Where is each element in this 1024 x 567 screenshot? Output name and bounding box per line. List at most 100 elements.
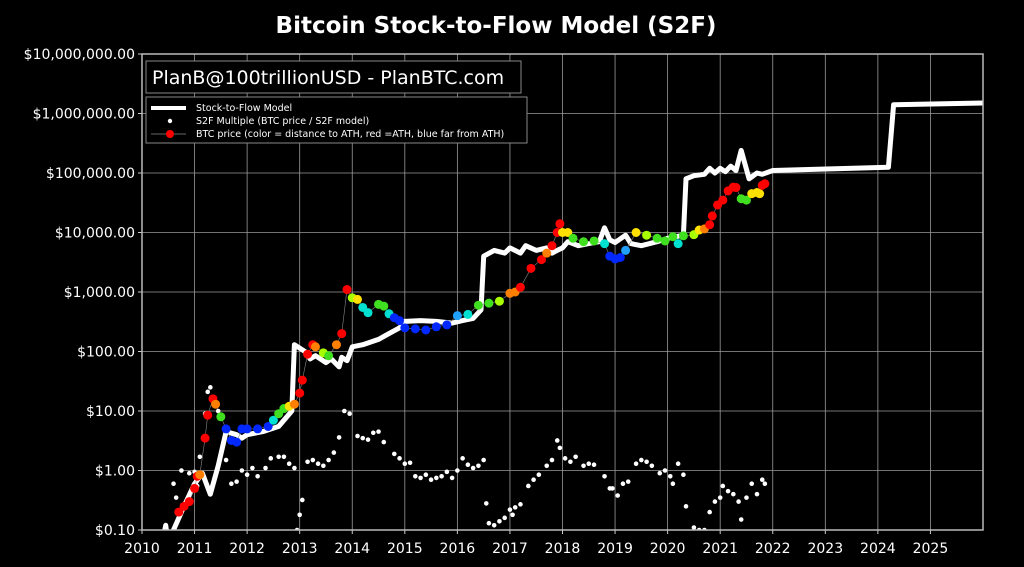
btc-price-point	[515, 282, 525, 292]
s2f-multiple-point	[644, 459, 649, 465]
s2f-multiple-point	[321, 463, 326, 469]
y-tick-label: $1,000,000.00	[33, 107, 135, 123]
btc-price-point	[363, 308, 373, 318]
s2f-multiple-point	[512, 505, 518, 510]
s2f-multiple-point	[460, 456, 465, 461]
s2f-multiple-point	[315, 461, 321, 467]
s2f-multiple-point	[428, 477, 434, 483]
x-tick-label: 2019	[597, 541, 633, 557]
legend-price-swatch	[166, 130, 174, 138]
btc-price-point	[190, 483, 200, 493]
series-clip-group	[162, 100, 983, 530]
s2f-multiple-point	[365, 437, 371, 442]
btc-price-point	[331, 340, 341, 350]
s2f-multiple-point	[502, 515, 507, 521]
btc-price-point	[705, 220, 715, 230]
s2f-multiple-point	[707, 509, 712, 515]
btc-price-point	[184, 497, 194, 507]
s2f-multiple-point	[305, 459, 310, 465]
x-tick-label: 2022	[755, 541, 791, 557]
btc-price-point	[615, 253, 625, 263]
s2f-multiple-point	[331, 450, 337, 455]
btc-price-point	[542, 248, 552, 258]
s2f-multiple-point	[465, 462, 471, 468]
x-tick-label: 2020	[650, 541, 686, 557]
y-tick-label: $1,000.00	[64, 285, 135, 301]
chart-title: Bitcoin Stock-to-Flow Model (S2F)	[276, 13, 717, 39]
s2f-multiple-point	[300, 497, 305, 503]
s2f-multiple-point	[670, 481, 676, 487]
s2f-multiple-point	[586, 461, 592, 467]
s2f-multiple-point	[731, 491, 736, 497]
btc-price-point	[379, 301, 389, 311]
s2f-multiple-point	[749, 481, 755, 487]
btc-price-point	[741, 195, 751, 205]
s2f-multiple-point	[754, 491, 760, 497]
s2f-multiple-point	[620, 481, 626, 487]
s2f-multiple-point	[720, 483, 726, 489]
s2f-multiple-point	[675, 461, 681, 467]
btc-price-point	[303, 349, 313, 359]
btc-price-point	[242, 424, 252, 434]
btc-price-point	[431, 322, 441, 332]
x-tick-label: 2025	[913, 541, 949, 557]
btc-price-point	[707, 211, 717, 221]
s2f-multiple-point	[615, 493, 620, 498]
btc-price-point	[268, 415, 278, 425]
btc-price-point	[547, 241, 557, 251]
btc-price-point	[310, 342, 320, 352]
s2f-multiple-point	[187, 470, 192, 476]
s2f-multiple-point	[239, 468, 245, 473]
btc-price-point	[568, 233, 578, 243]
s2f-multiple-point	[633, 461, 639, 467]
btc-price-point	[221, 424, 231, 434]
btc-price-point	[342, 285, 352, 295]
btc-price-point	[678, 231, 688, 241]
s2f-multiple-point	[250, 465, 255, 471]
btc-price-point	[211, 399, 221, 409]
btc-price-point	[621, 245, 631, 255]
btc-price-point	[442, 320, 452, 330]
s2f-multiple-point	[662, 468, 668, 473]
btc-price-point	[200, 433, 210, 443]
x-tick-label: 2014	[334, 541, 370, 557]
btc-price-point	[289, 399, 299, 409]
legend-model-label: Stock-to-Flow Model	[196, 103, 292, 114]
btc-price-point	[174, 507, 184, 517]
s2f-multiple-point	[667, 473, 673, 479]
s2f-multiple-point	[557, 445, 563, 451]
y-tick-label: $100,000.00	[46, 166, 135, 182]
y-tick-label: $10,000.00	[55, 226, 135, 242]
x-tick-label: 2013	[282, 541, 318, 557]
s2f-multiple-point	[610, 486, 615, 491]
btc-price-point	[395, 316, 405, 326]
btc-price-point	[731, 183, 741, 193]
s2f-multiple-point	[691, 525, 697, 530]
s2f-multiple-point	[486, 520, 492, 526]
btc-price-point	[589, 236, 599, 246]
s2f-multiple-point	[602, 473, 607, 479]
btc-price-point	[297, 375, 307, 385]
btc-price-point	[760, 179, 770, 189]
s2f-multiple-point	[649, 463, 655, 469]
btc-price-point	[195, 470, 205, 480]
s2f-multiple-point	[292, 465, 297, 471]
x-tick-label: 2010	[124, 541, 160, 557]
s2f-multiple-point	[234, 479, 239, 484]
s2f-multiple-point	[518, 502, 523, 507]
s2f-multiple-point	[581, 463, 586, 469]
s2f-multiple-point	[326, 457, 331, 463]
watermark-text: PlanB@100trillionUSD - PlanBTC.com	[152, 67, 504, 89]
s2f-multiple-point	[215, 408, 221, 414]
btc-price-point	[563, 228, 573, 237]
x-tick-label: 2021	[702, 541, 738, 557]
btc-price-point	[600, 239, 610, 249]
btc-price-point	[631, 228, 641, 237]
s2f-multiple-point	[491, 522, 497, 528]
x-tick-label: 2015	[387, 541, 423, 557]
s2f-multiple-point	[717, 495, 723, 500]
s2f-multiple-point	[736, 499, 741, 504]
s2f-multiple-point	[444, 469, 450, 475]
btc-price-point	[718, 195, 728, 205]
s2f-multiple-point	[208, 385, 213, 390]
